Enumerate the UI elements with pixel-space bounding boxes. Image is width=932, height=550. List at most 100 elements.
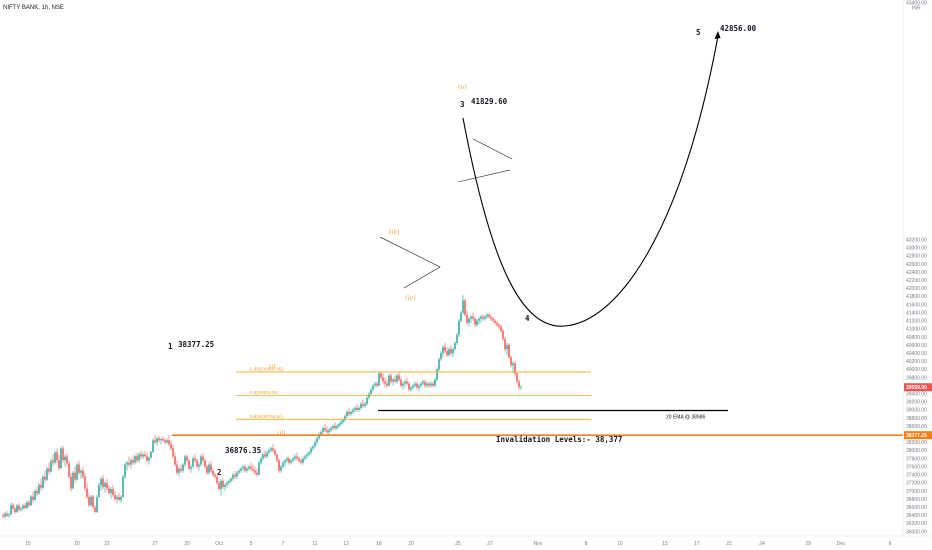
candle-body	[236, 472, 238, 477]
candle-body	[112, 488, 114, 496]
time-tick-label: 24	[759, 541, 765, 547]
candle-body	[228, 480, 230, 483]
price-tick-label: 37600.00	[906, 464, 927, 470]
candle-body	[274, 450, 276, 455]
candle-body	[142, 454, 144, 457]
candle-body	[306, 454, 308, 457]
candle-body	[332, 426, 334, 429]
candle-body	[238, 470, 240, 473]
candle-body	[20, 508, 22, 510]
candle-body	[10, 505, 12, 515]
candle-body	[414, 383, 416, 386]
candle-body	[218, 482, 220, 489]
candle-body	[448, 349, 450, 356]
candle-body	[96, 497, 98, 513]
candle-body	[518, 381, 520, 388]
price-tick-label: 39400.00	[906, 391, 927, 397]
invalidation-price-tag-bg	[904, 431, 932, 440]
candle-body	[30, 496, 32, 506]
candle-body	[412, 385, 414, 388]
candle-body	[404, 381, 406, 384]
time-axis[interactable]: 15 20 22 27 29 Oct 5 7 11 13 18 20 25 27 Nov 8 10 15 17 22 2…	[25, 541, 891, 547]
candle-body	[64, 456, 66, 461]
time-tick-label: 11	[312, 541, 317, 547]
candle-body	[194, 458, 196, 461]
time-tick-label: 29	[184, 541, 190, 547]
price-tick-label: 36600.00	[906, 505, 927, 511]
candle-body	[154, 440, 156, 443]
subwave-i-label: (i)	[269, 363, 276, 371]
price-tick-label: 38000.00	[906, 448, 927, 454]
candle-body	[446, 351, 448, 356]
candle-body	[54, 452, 56, 463]
wave-3-value: 41829.60	[471, 97, 508, 106]
price-tick-label: 41200.00	[906, 319, 927, 325]
time-tick-label: 20	[408, 541, 414, 547]
flag-upper	[472, 138, 513, 160]
candle-body	[224, 484, 226, 487]
time-tick-label: Oct	[215, 541, 223, 547]
candle-body	[254, 470, 256, 473]
candle-body	[328, 430, 330, 433]
candle-body	[434, 379, 436, 386]
candle-body	[432, 383, 434, 386]
candle-body	[346, 411, 348, 416]
candle-body	[114, 495, 116, 500]
candle-body	[410, 387, 412, 390]
candle-body	[150, 452, 152, 458]
price-axis[interactable]: 36000.00 36200.00 36400.00 36600.00 36800.00…	[904, 1, 932, 536]
candle-body	[70, 476, 72, 489]
candle-body	[186, 456, 188, 461]
time-tick-label: 15	[25, 541, 31, 547]
candle-body	[496, 322, 498, 325]
candle-body	[146, 456, 148, 461]
candle-body	[42, 476, 44, 488]
candle-body	[394, 379, 396, 382]
candle-body	[358, 407, 360, 410]
price-tick-label: 39800.00	[906, 375, 927, 381]
candle-body	[6, 513, 8, 516]
candle-body	[310, 448, 312, 453]
candle-body	[62, 448, 64, 461]
candle-body	[486, 314, 488, 317]
candle-body	[478, 318, 480, 321]
candle-body	[308, 452, 310, 455]
candle-body	[188, 460, 190, 469]
candle-body	[290, 460, 292, 463]
candle-body	[88, 497, 90, 506]
price-tick-label: 37800.00	[906, 456, 927, 462]
candle-body	[172, 448, 174, 457]
candle-body	[134, 456, 136, 463]
candle-body	[298, 458, 300, 461]
candle-body	[324, 428, 326, 431]
candle-body	[488, 314, 490, 317]
candle-body	[470, 316, 472, 319]
last-price-tag-bg	[904, 383, 932, 392]
candle-body	[190, 466, 192, 469]
candle-body	[160, 439, 162, 441]
candle-body	[140, 454, 142, 457]
candle-body	[508, 345, 510, 358]
candle-body	[468, 318, 470, 323]
candle-body	[326, 430, 328, 433]
candle-body	[428, 383, 430, 386]
candle-body	[68, 463, 70, 477]
candle-body	[32, 496, 34, 500]
price-tick-label: 36200.00	[906, 521, 927, 527]
candle-body	[170, 444, 172, 449]
chart-title: NIFTY BANK, 1h, NSE	[3, 5, 64, 11]
candle-body	[502, 330, 504, 339]
candle-body	[418, 385, 420, 388]
time-tick-label: 22	[726, 541, 732, 547]
wave-5-value: 42856.00	[720, 24, 757, 33]
candle-body	[26, 502, 28, 508]
candle-body	[370, 389, 372, 394]
candle-body	[220, 480, 222, 489]
candle-body	[90, 496, 92, 506]
candle-body	[314, 442, 316, 447]
candle-body	[16, 505, 18, 513]
candle-body	[212, 470, 214, 475]
candle-body	[108, 488, 110, 493]
candle-body	[216, 476, 218, 483]
